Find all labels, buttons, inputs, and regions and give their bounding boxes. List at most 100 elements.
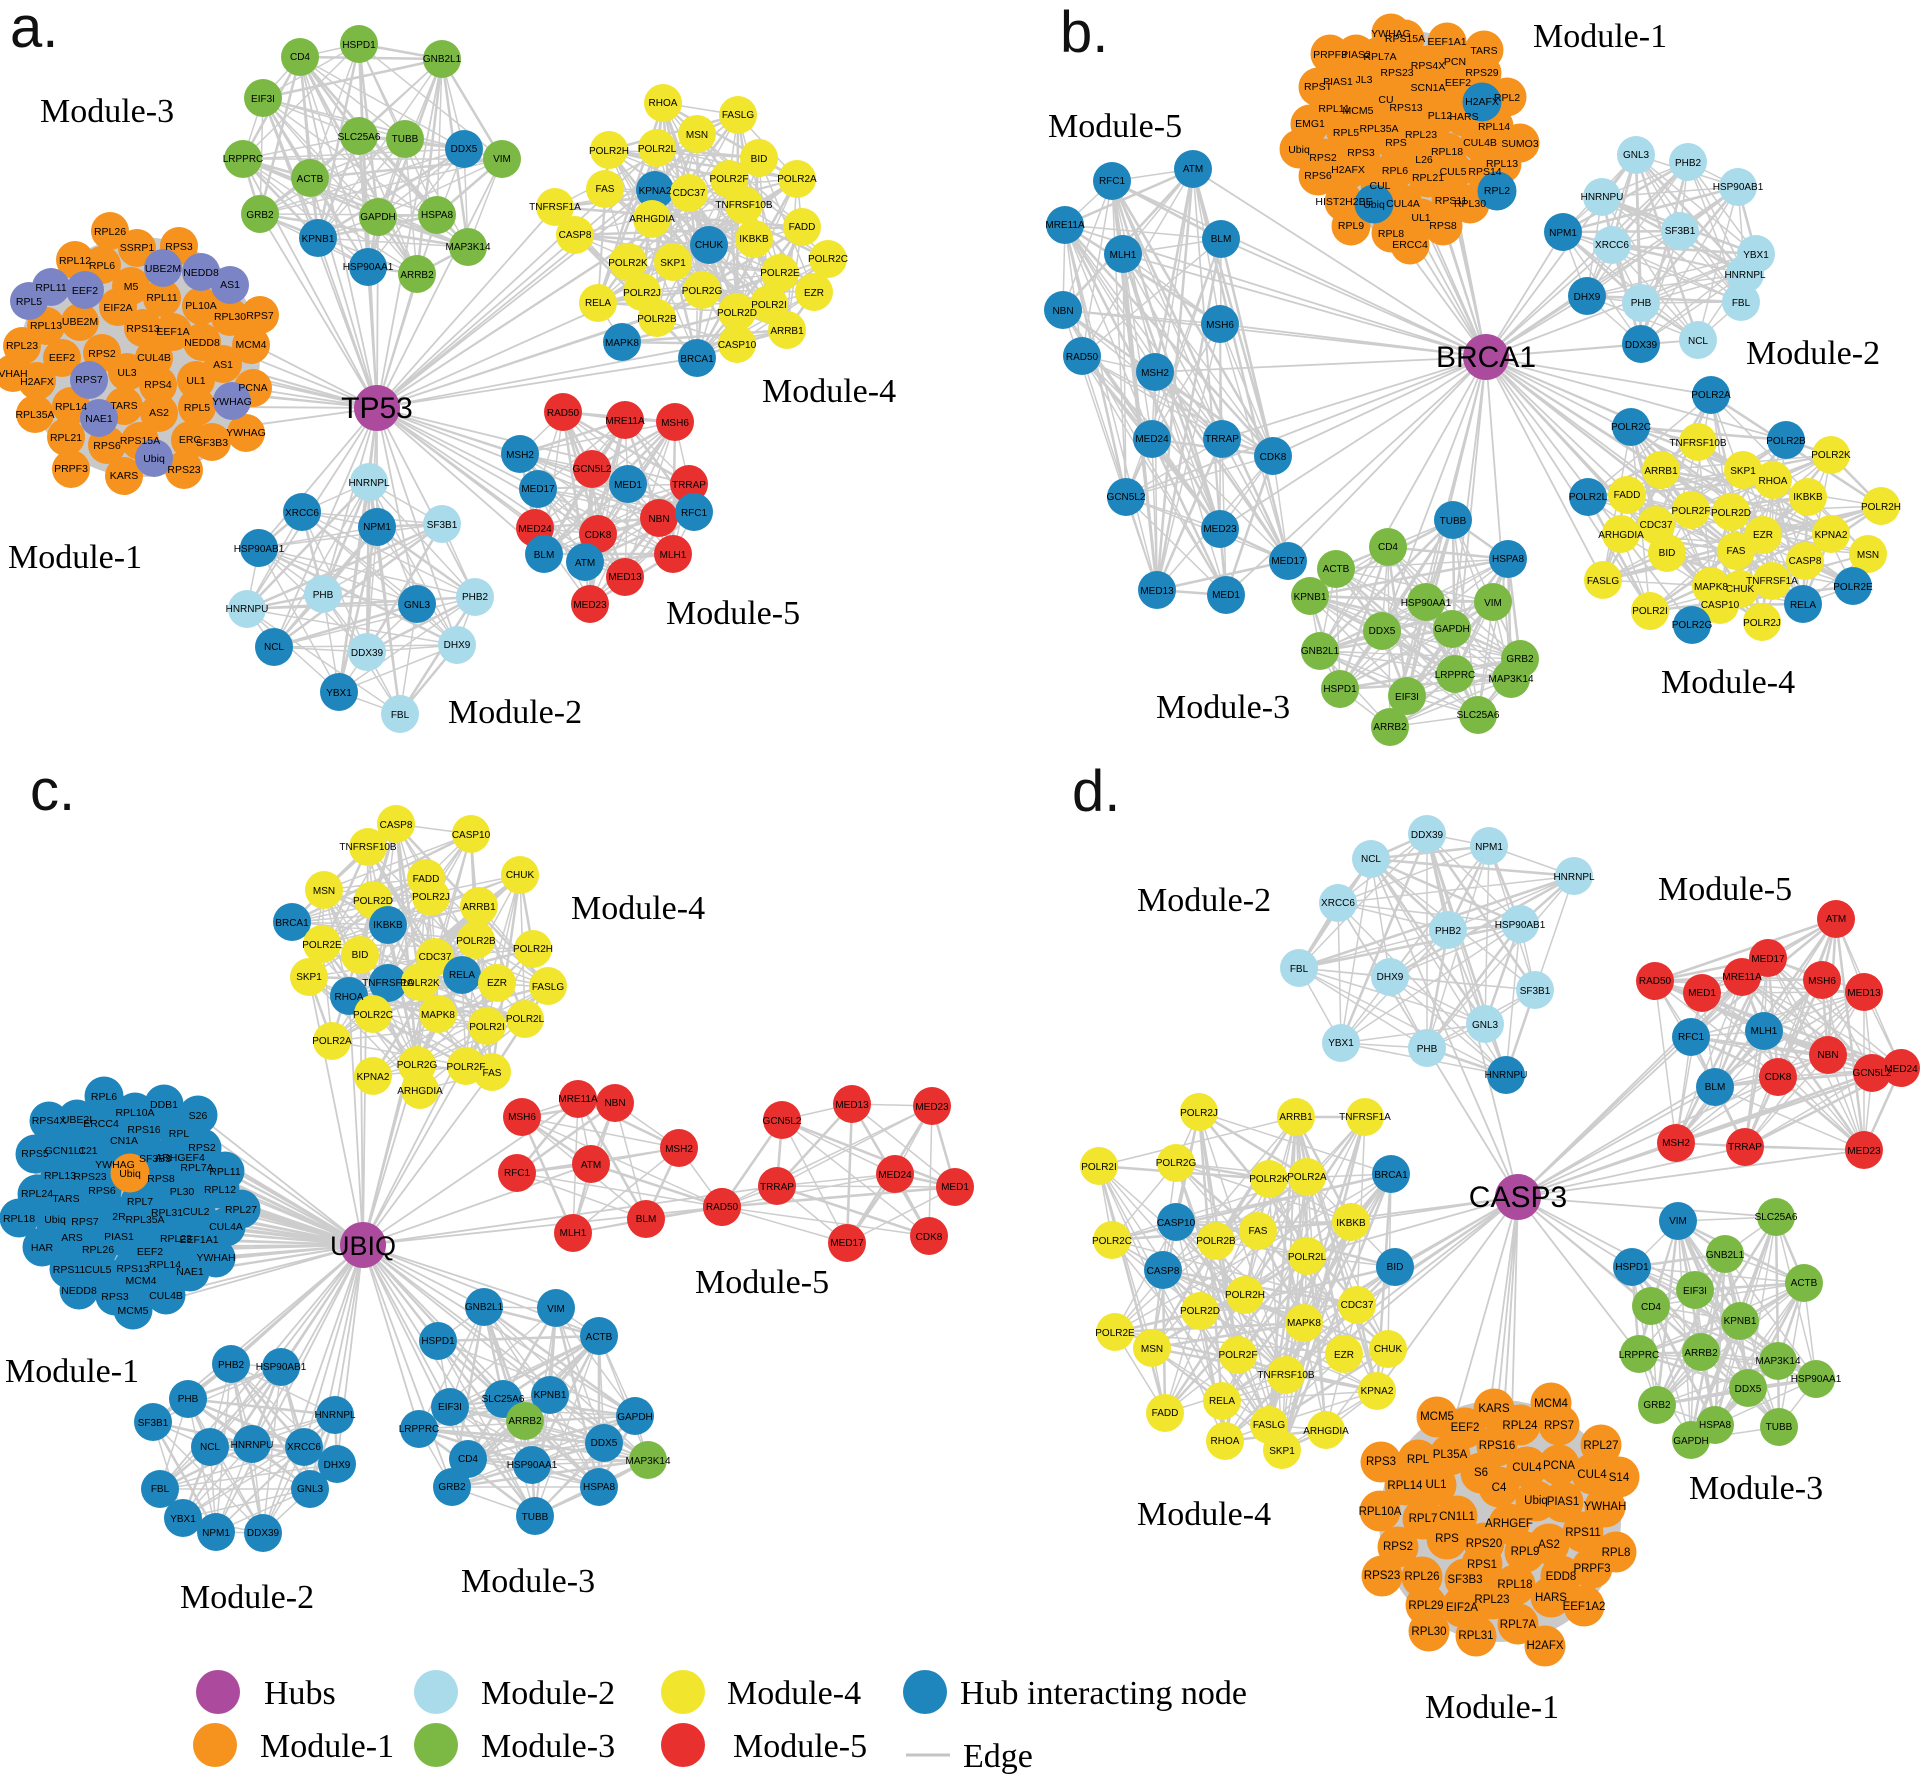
svg-text:POLR2C: POLR2C	[808, 254, 848, 265]
svg-text:PCN: PCN	[1444, 56, 1466, 68]
svg-text:Ubiq: Ubiq	[1288, 144, 1310, 156]
svg-text:RPL14: RPL14	[55, 401, 87, 413]
svg-text:SCN1A: SCN1A	[1410, 82, 1445, 94]
svg-text:RPL7A: RPL7A	[180, 1162, 213, 1174]
svg-text:NBN: NBN	[648, 514, 669, 525]
svg-text:ARRB2: ARRB2	[1684, 1348, 1718, 1359]
svg-text:NEDD8: NEDD8	[184, 337, 220, 349]
svg-text:ATM: ATM	[1826, 914, 1846, 925]
svg-text:RPS7: RPS7	[75, 374, 103, 386]
svg-text:Module-3: Module-3	[1156, 689, 1290, 726]
svg-text:GRB2: GRB2	[246, 210, 274, 221]
svg-text:RHOA: RHOA	[1211, 1436, 1240, 1447]
svg-text:XRCC6: XRCC6	[1595, 240, 1629, 251]
svg-text:BLM: BLM	[636, 1214, 657, 1225]
svg-text:RPL26: RPL26	[82, 1244, 114, 1256]
svg-text:SKP1: SKP1	[296, 972, 322, 983]
svg-text:RPL13: RPL13	[30, 320, 62, 332]
svg-text:MED17: MED17	[1271, 556, 1305, 567]
svg-text:ARRB1: ARRB1	[1279, 1112, 1313, 1123]
svg-text:RPL30: RPL30	[1454, 198, 1486, 210]
svg-text:RPL7A: RPL7A	[1363, 51, 1396, 63]
svg-text:RPS2: RPS2	[188, 1142, 216, 1154]
svg-text:RHOA: RHOA	[335, 992, 364, 1003]
svg-text:CDC37: CDC37	[1640, 520, 1673, 531]
svg-text:HARS: HARS	[1449, 111, 1478, 123]
svg-text:POLR2L: POLR2L	[638, 144, 677, 155]
svg-text:RPL9: RPL9	[1338, 220, 1364, 232]
svg-text:RPL21: RPL21	[50, 432, 82, 444]
svg-text:NCL: NCL	[1361, 854, 1381, 865]
svg-text:RPS: RPS	[1435, 1533, 1459, 1545]
svg-text:RPS4: RPS4	[144, 379, 172, 391]
svg-text:POLR2K: POLR2K	[1811, 450, 1851, 461]
svg-text:MED1: MED1	[614, 480, 642, 491]
svg-text:RPS15A: RPS15A	[1385, 33, 1425, 45]
svg-text:MED23: MED23	[915, 1102, 949, 1113]
svg-text:RPS11: RPS11	[53, 1264, 86, 1276]
svg-text:CUL4B: CUL4B	[137, 352, 171, 364]
svg-text:CN1A: CN1A	[110, 1135, 138, 1147]
svg-text:MED13: MED13	[608, 572, 642, 583]
svg-text:b.: b.	[1060, 0, 1108, 65]
svg-text:KPNA2: KPNA2	[1815, 530, 1848, 541]
svg-text:c.: c.	[30, 758, 75, 823]
svg-text:NBN: NBN	[1052, 306, 1073, 317]
svg-text:KPNA2: KPNA2	[357, 1072, 390, 1083]
svg-text:KPNB1: KPNB1	[534, 1390, 567, 1401]
svg-text:PCNA: PCNA	[238, 382, 267, 394]
svg-text:MRE11A: MRE11A	[605, 416, 645, 427]
svg-text:NBN: NBN	[1817, 1050, 1838, 1061]
svg-text:GNB2L1: GNB2L1	[1301, 646, 1340, 657]
svg-text:RPS11: RPS11	[1565, 1527, 1601, 1539]
svg-text:GCN5L2: GCN5L2	[1853, 1068, 1892, 1079]
svg-text:ARRB2: ARRB2	[400, 270, 434, 281]
svg-text:POLR2D: POLR2D	[1180, 1306, 1220, 1317]
svg-text:RPL5: RPL5	[184, 402, 210, 414]
svg-text:RPL11: RPL11	[35, 282, 66, 294]
svg-text:POLR2D: POLR2D	[353, 896, 393, 907]
svg-text:SLC25A6: SLC25A6	[1755, 1212, 1798, 1223]
svg-text:BLM: BLM	[534, 550, 555, 561]
svg-text:BID: BID	[1387, 1262, 1404, 1273]
svg-text:RPL14: RPL14	[149, 1259, 181, 1271]
svg-text:CD4: CD4	[458, 1454, 478, 1465]
svg-text:POLR2F: POLR2F	[1672, 506, 1711, 517]
svg-text:RELA: RELA	[1790, 600, 1816, 611]
svg-text:MSN: MSN	[686, 130, 708, 141]
svg-text:KPNA2: KPNA2	[639, 186, 672, 197]
svg-text:Module-4: Module-4	[762, 373, 896, 410]
svg-text:RPL18: RPL18	[1497, 1579, 1532, 1591]
svg-text:H2AFX: H2AFX	[20, 376, 54, 388]
svg-text:RPL11: RPL11	[1318, 103, 1349, 115]
svg-text:FASLG: FASLG	[722, 110, 754, 121]
svg-text:RPS13: RPS13	[116, 1263, 149, 1275]
svg-text:ARS: ARS	[61, 1232, 83, 1244]
svg-text:BRCA1: BRCA1	[1374, 1170, 1408, 1181]
svg-text:LRPPRC: LRPPRC	[1619, 1350, 1660, 1361]
svg-text:SF3B3: SF3B3	[1447, 1574, 1482, 1586]
svg-text:POLR2E: POLR2E	[760, 268, 800, 279]
svg-text:POLR2G: POLR2G	[397, 1060, 438, 1071]
svg-text:YWHAH: YWHAH	[196, 1252, 235, 1264]
svg-text:TRRAP: TRRAP	[672, 480, 706, 491]
svg-text:POLR2J: POLR2J	[412, 892, 450, 903]
svg-text:RPL23: RPL23	[160, 1233, 192, 1245]
svg-text:RFC1: RFC1	[504, 1168, 531, 1179]
svg-text:YWHAG: YWHAG	[1371, 28, 1411, 40]
svg-text:POLR2D: POLR2D	[717, 308, 757, 319]
svg-text:RPS13: RPS13	[1389, 102, 1422, 114]
svg-text:DDX5: DDX5	[1735, 1384, 1762, 1395]
svg-text:CDC37: CDC37	[1341, 1300, 1374, 1311]
svg-text:RPS1: RPS1	[1467, 1559, 1497, 1571]
svg-text:EEF1A1: EEF1A1	[1427, 36, 1466, 48]
svg-text:POLR2F: POLR2F	[447, 1062, 486, 1073]
svg-text:GNL3: GNL3	[404, 600, 431, 611]
svg-text:HNRNPL: HNRNPL	[1724, 270, 1766, 281]
svg-text:YWHAG: YWHAG	[212, 396, 252, 408]
svg-text:DDX5: DDX5	[451, 144, 478, 155]
svg-text:GNB2L1: GNB2L1	[1706, 1250, 1745, 1261]
svg-text:PRPF3: PRPF3	[1573, 1563, 1610, 1575]
svg-text:XRCC6: XRCC6	[285, 508, 319, 519]
svg-text:KPNA2: KPNA2	[1361, 1386, 1394, 1397]
